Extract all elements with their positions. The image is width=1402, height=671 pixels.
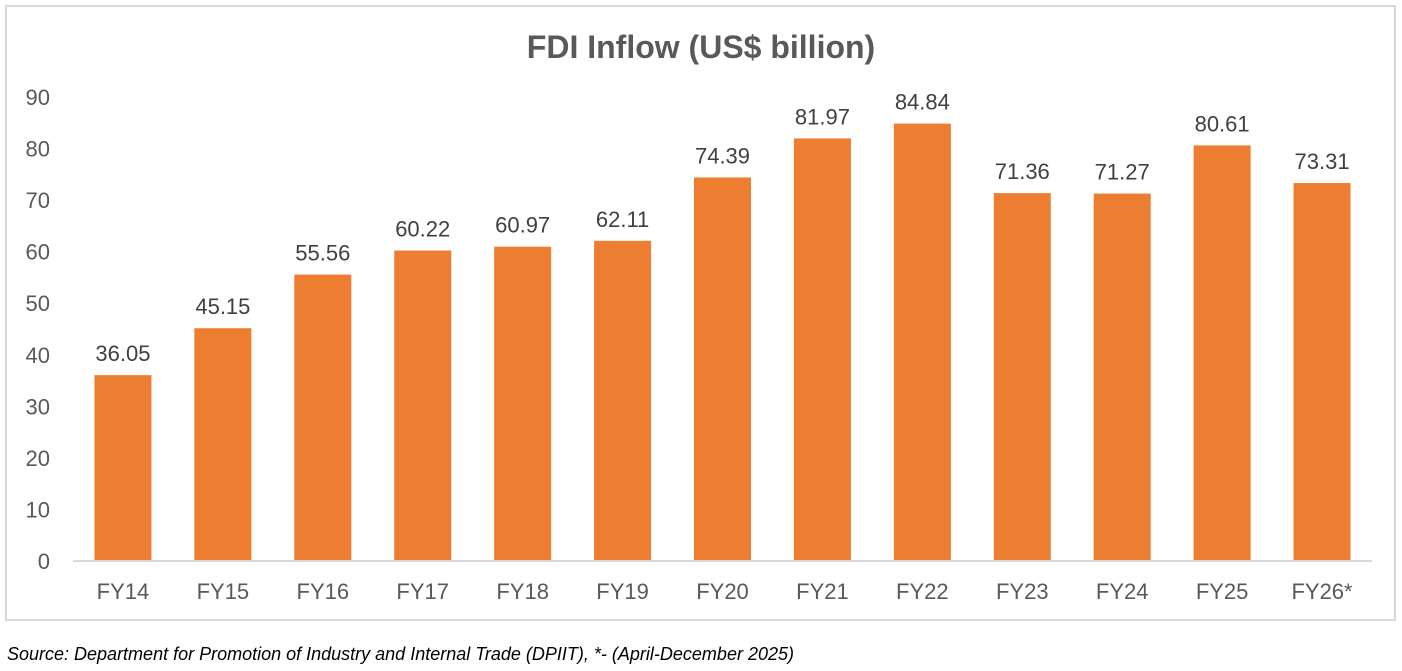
y-tick-label: 30 — [26, 394, 50, 419]
y-tick-label: 70 — [26, 188, 50, 213]
x-tick-label: FY18 — [496, 579, 549, 604]
data-label: 71.36 — [995, 159, 1050, 184]
data-label: 62.11 — [596, 207, 649, 232]
x-tick-label: FY19 — [596, 579, 649, 604]
x-tick-label: FY26* — [1291, 579, 1353, 604]
data-label: 80.61 — [1195, 111, 1250, 136]
data-label: 60.97 — [495, 213, 550, 238]
bar-FY18 — [494, 246, 552, 561]
chart-title: FDI Inflow (US$ billion) — [527, 29, 875, 65]
data-label: 71.27 — [1095, 160, 1150, 185]
data-label: 45.15 — [195, 294, 250, 319]
y-tick-label: 50 — [26, 291, 50, 316]
bar-FY17 — [394, 250, 452, 561]
chart-frame — [5, 5, 1396, 621]
x-tick-label: FY24 — [1096, 579, 1149, 604]
bar-FY20 — [694, 177, 751, 562]
y-tick-label: 60 — [26, 240, 50, 265]
bar-FY21 — [793, 138, 851, 561]
x-tick-label: FY16 — [297, 579, 350, 604]
y-tick-label: 20 — [26, 446, 50, 471]
data-label: 81.97 — [795, 104, 850, 129]
data-label: 55.56 — [295, 241, 350, 266]
y-tick-label: 0 — [38, 549, 50, 574]
bar-FY22 — [893, 123, 951, 562]
x-tick-label: FY15 — [197, 579, 250, 604]
data-label: 73.31 — [1295, 149, 1350, 174]
data-label: 74.39 — [695, 143, 750, 168]
x-tick-label: FY17 — [396, 579, 449, 604]
y-tick-label: 90 — [26, 85, 50, 110]
y-tick-label: 40 — [26, 343, 50, 368]
x-tick-label: FY25 — [1196, 579, 1249, 604]
bar-FY26* — [1293, 183, 1351, 562]
data-label: 84.84 — [895, 90, 950, 115]
data-label: 36.05 — [95, 341, 150, 366]
x-tick-label: FY22 — [896, 579, 949, 604]
y-tick-label: 10 — [26, 497, 50, 522]
bar-FY23 — [993, 193, 1051, 561]
y-tick-label: 80 — [26, 137, 50, 162]
x-tick-label: FY20 — [696, 579, 749, 604]
bar-FY15 — [194, 328, 252, 561]
source-note: Source: Department for Promotion of Indu… — [7, 644, 794, 664]
bar-FY19 — [594, 240, 652, 561]
bar-chart: FDI Inflow (US$ billion) 0 10 20 30 40 50 60 70… — [26, 29, 1372, 604]
bar-FY16 — [294, 274, 352, 561]
x-tick-label: FY23 — [996, 579, 1049, 604]
x-tick-label: FY21 — [796, 579, 849, 604]
x-tick-label: FY14 — [97, 579, 150, 604]
bar-FY25 — [1193, 145, 1251, 562]
bar-FY14 — [94, 375, 152, 561]
bar-FY24 — [1093, 193, 1151, 562]
data-label: 60.22 — [395, 217, 450, 242]
